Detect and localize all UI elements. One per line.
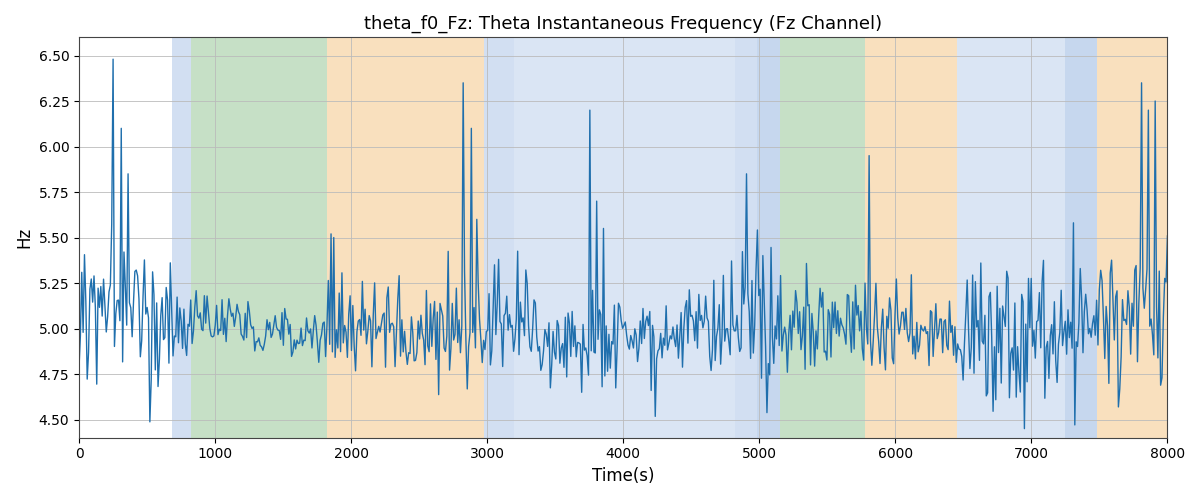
Bar	[780, 38, 865, 438]
Bar	[191, 38, 326, 438]
Bar	[1066, 38, 1097, 438]
Y-axis label: Hz: Hz	[14, 227, 32, 248]
Bar	[1097, 38, 1168, 438]
Bar	[326, 38, 485, 438]
Bar	[865, 38, 956, 438]
Bar	[756, 38, 780, 438]
X-axis label: Time(s): Time(s)	[592, 467, 654, 485]
Bar	[485, 38, 515, 438]
Title: theta_f0_Fz: Theta Instantaneous Frequency (Fz Channel): theta_f0_Fz: Theta Instantaneous Frequen…	[364, 15, 882, 34]
Bar	[515, 38, 734, 438]
Bar	[172, 38, 191, 438]
Bar	[734, 38, 756, 438]
Bar	[956, 38, 1066, 438]
